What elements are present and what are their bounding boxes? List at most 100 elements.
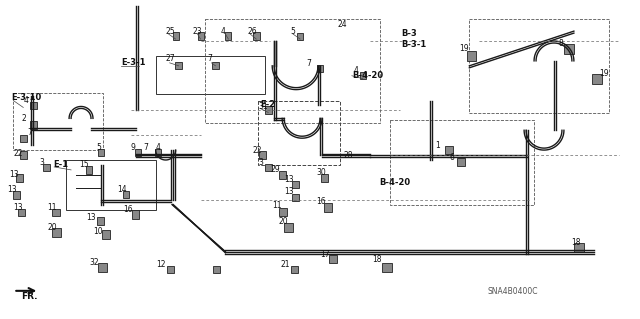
Bar	[18, 209, 25, 217]
Bar	[324, 203, 332, 212]
Bar	[279, 208, 287, 216]
Bar	[99, 263, 108, 271]
Bar	[592, 74, 602, 84]
Bar	[98, 149, 104, 156]
Bar	[469, 19, 609, 114]
Text: 18: 18	[372, 255, 381, 263]
Bar	[13, 93, 103, 150]
Bar	[173, 32, 179, 40]
Text: 24: 24	[338, 20, 348, 29]
Text: B-3-1: B-3-1	[402, 40, 427, 48]
Bar	[292, 194, 299, 201]
Bar	[86, 166, 93, 174]
Text: E-3-10: E-3-10	[12, 93, 42, 102]
Bar	[43, 165, 50, 171]
Bar	[213, 266, 220, 272]
Text: 26: 26	[247, 26, 257, 36]
Bar	[265, 107, 272, 115]
Bar	[225, 32, 232, 40]
Text: 4: 4	[354, 66, 359, 75]
Bar	[445, 146, 453, 154]
Text: 19: 19	[599, 69, 609, 78]
Text: 1: 1	[435, 141, 440, 150]
Text: B-4-20: B-4-20	[380, 178, 411, 187]
Text: 10: 10	[93, 227, 102, 236]
Text: 13: 13	[86, 213, 95, 222]
Text: 29: 29	[270, 166, 280, 174]
Text: 27: 27	[166, 54, 175, 63]
Text: 3: 3	[259, 159, 263, 167]
Bar	[20, 151, 27, 159]
Text: 4: 4	[220, 26, 225, 36]
Text: B-4-20: B-4-20	[352, 71, 383, 80]
Bar	[66, 160, 156, 210]
Bar	[291, 266, 298, 272]
Text: 21: 21	[280, 260, 290, 269]
Text: 7: 7	[28, 128, 32, 137]
Text: SNA4B0400C: SNA4B0400C	[487, 287, 538, 296]
Bar	[97, 218, 104, 226]
Text: 25: 25	[166, 26, 175, 36]
Text: 31: 31	[259, 102, 268, 111]
Bar	[198, 32, 204, 40]
Bar	[360, 72, 366, 79]
Text: 7: 7	[306, 59, 311, 68]
Text: 20: 20	[47, 223, 57, 232]
Text: FR.: FR.	[21, 292, 38, 301]
Bar	[564, 43, 574, 55]
Bar	[123, 191, 129, 198]
Text: 14: 14	[117, 185, 127, 194]
Bar	[259, 100, 340, 165]
Text: 20: 20	[278, 217, 288, 226]
Text: 2: 2	[21, 114, 26, 123]
Text: 23: 23	[193, 26, 202, 36]
Text: 13: 13	[13, 203, 23, 212]
Bar	[458, 158, 465, 166]
Bar	[102, 230, 110, 239]
Text: 22: 22	[13, 149, 23, 158]
Bar	[20, 135, 27, 142]
Bar	[16, 174, 23, 182]
Text: 9: 9	[131, 143, 136, 152]
Text: 15: 15	[79, 160, 89, 169]
Text: 8: 8	[559, 39, 564, 48]
Text: B-3: B-3	[402, 29, 417, 38]
Bar	[259, 151, 266, 159]
Bar	[329, 255, 337, 263]
Bar	[253, 32, 260, 40]
Text: E-2: E-2	[260, 100, 275, 109]
Bar	[52, 228, 61, 237]
Bar	[52, 209, 60, 217]
Bar	[212, 62, 219, 69]
Text: 16: 16	[123, 205, 132, 214]
Bar	[155, 149, 161, 156]
Text: 7: 7	[144, 143, 148, 152]
Text: 13: 13	[284, 187, 294, 196]
Text: 7: 7	[207, 54, 212, 63]
Text: 13: 13	[10, 170, 19, 179]
Bar	[156, 56, 265, 93]
Bar	[467, 51, 476, 61]
Text: 4: 4	[23, 96, 28, 105]
Bar	[297, 33, 303, 40]
Bar	[284, 223, 292, 232]
Bar	[205, 19, 380, 123]
Text: E-3-1: E-3-1	[121, 58, 145, 67]
Bar	[135, 149, 141, 156]
Text: 28: 28	[344, 151, 353, 160]
Text: 5: 5	[96, 143, 101, 152]
Bar	[278, 171, 285, 179]
Text: 4: 4	[156, 143, 161, 152]
Text: 32: 32	[89, 258, 99, 267]
Bar	[292, 181, 299, 188]
Bar	[167, 266, 174, 272]
Text: 6: 6	[449, 152, 454, 161]
Text: 5: 5	[290, 26, 295, 36]
Text: 12: 12	[156, 260, 165, 269]
Text: 22: 22	[252, 145, 262, 155]
Text: 18: 18	[571, 238, 580, 247]
Text: 11: 11	[272, 201, 282, 210]
Bar	[30, 121, 36, 129]
Text: 13: 13	[8, 185, 17, 194]
Text: 19: 19	[460, 44, 469, 54]
